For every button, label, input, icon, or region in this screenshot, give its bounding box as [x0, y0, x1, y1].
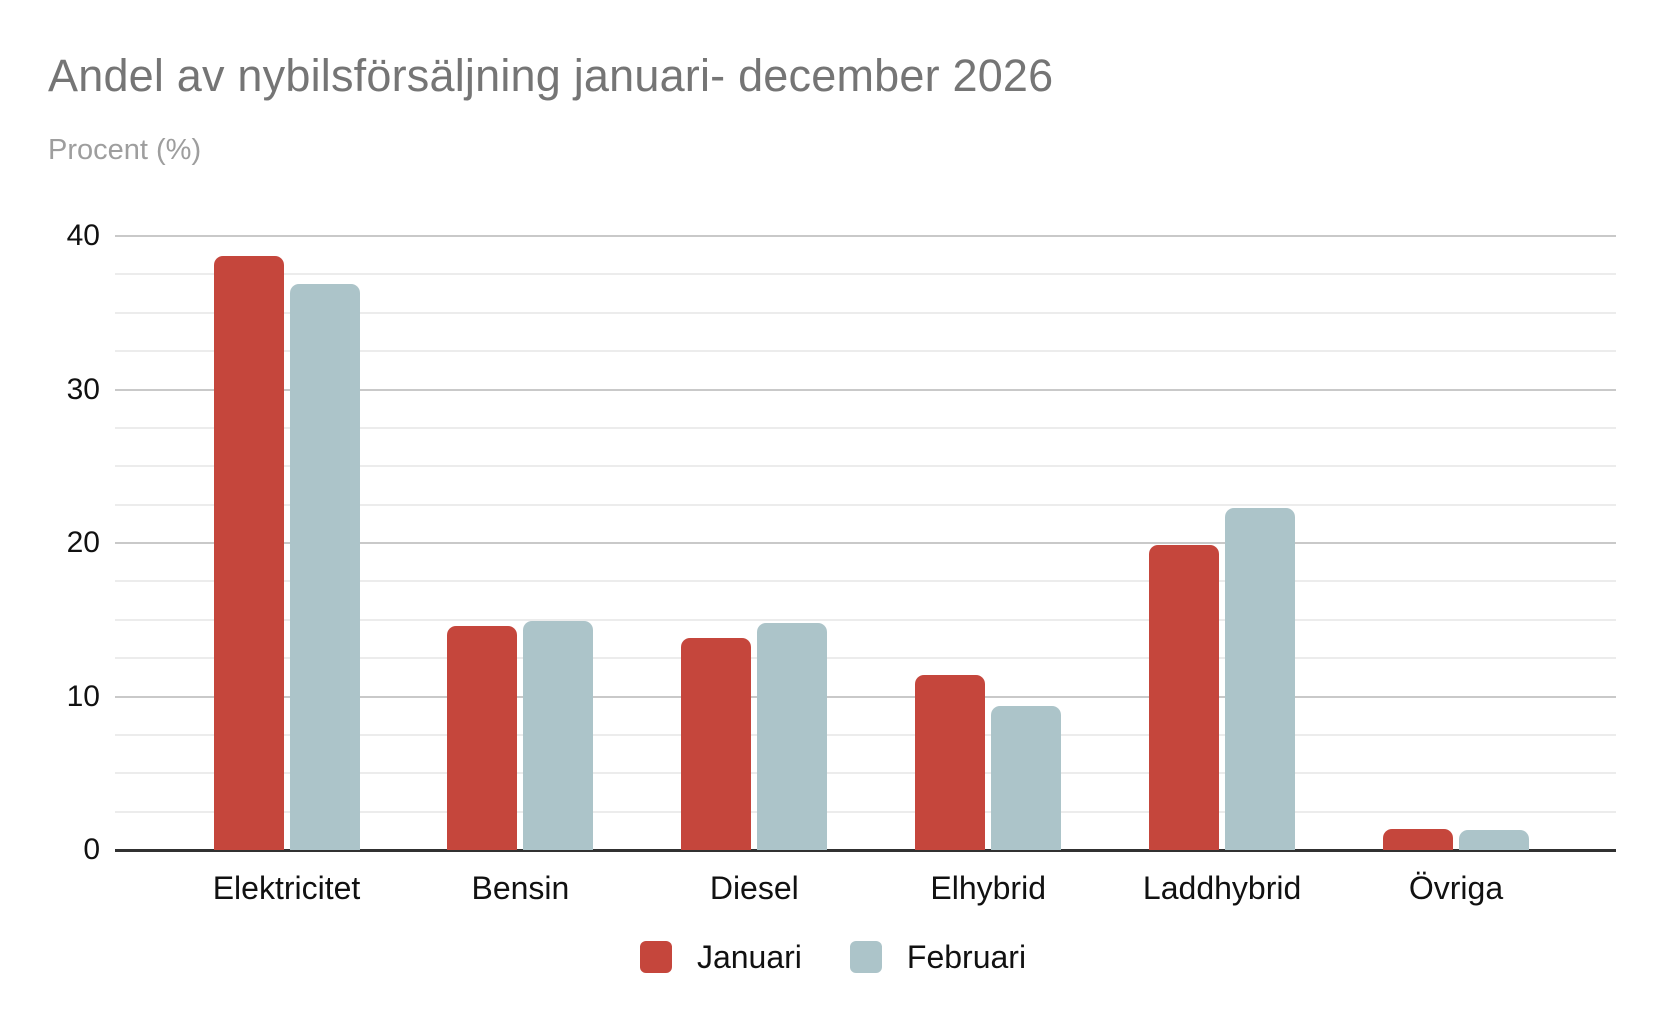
x-axis-line — [115, 849, 1616, 852]
gridline-minor — [115, 618, 1616, 621]
gridline-minor — [115, 503, 1616, 506]
y-axis-tick-label: 10 — [66, 679, 100, 713]
y-axis-tick-label: 20 — [66, 526, 100, 559]
gridline-minor — [115, 426, 1616, 429]
gridline-minor — [115, 350, 1616, 353]
bar-januari-diesel[interactable] — [681, 638, 752, 850]
plot-area: Elektricitet Bensin Diesel Elhybrid Laddhybr… — [67, 221, 1616, 906]
gridline-minor — [115, 311, 1616, 314]
bar-januari-elhybrid[interactable] — [915, 675, 986, 850]
gridline-major — [115, 695, 1616, 698]
chart-title: Andel av nybilsförsäljning januari- dece… — [48, 50, 1054, 101]
bar-februari-elhybrid[interactable] — [991, 705, 1062, 850]
bar-februari-diesel[interactable] — [757, 622, 828, 850]
legend-item-februari[interactable]: Februari — [849, 939, 1027, 975]
bar-februari-övriga[interactable] — [1459, 830, 1529, 850]
bar-januari-övriga[interactable] — [1383, 828, 1453, 850]
legend-swatch-februari — [849, 941, 882, 973]
gridline-minor — [115, 273, 1616, 276]
legend-swatch-januari — [639, 941, 672, 973]
legend: Januari Februari — [0, 941, 1666, 973]
y-axis-tick-label: 40 — [66, 219, 100, 252]
x-axis-label-övriga: Övriga — [1408, 870, 1504, 906]
legend-label: Februari — [906, 939, 1027, 975]
x-axis-label-laddhybrid: Laddhybrid — [1142, 870, 1302, 906]
bar-januari-bensin[interactable] — [447, 625, 518, 850]
x-axis-labels-row: Elektricitet Bensin Diesel Elhybrid Laddhybr… — [115, 850, 1616, 906]
x-axis-label-diesel: Diesel — [709, 870, 799, 906]
chart-subtitle: Procent (%) — [48, 134, 202, 166]
bar-februari-bensin[interactable] — [523, 621, 594, 850]
gridline-minor — [115, 772, 1616, 775]
bar-februari-laddhybrid[interactable] — [1225, 507, 1296, 850]
y-axis-tick-label: 30 — [66, 372, 100, 406]
gridline-minor — [115, 580, 1616, 583]
bar-februari-elektricitet[interactable] — [289, 283, 360, 850]
gridline-minor — [115, 810, 1616, 813]
gridline-minor — [115, 465, 1616, 468]
gridline-major — [115, 388, 1616, 391]
gridline-major — [115, 542, 1616, 544]
bar-januari-laddhybrid[interactable] — [1149, 544, 1220, 850]
legend-item-januari[interactable]: Januari — [639, 939, 802, 975]
bar-januari-elektricitet[interactable] — [213, 255, 284, 850]
legend-label: Januari — [696, 939, 802, 975]
x-axis-label-bensin: Bensin — [471, 870, 570, 906]
gridline-minor — [115, 733, 1616, 736]
gridline-major — [115, 235, 1616, 237]
y-axis-tick-label: 0 — [83, 833, 100, 866]
x-axis-label-elhybrid: Elhybrid — [930, 870, 1046, 906]
gridline-minor — [115, 657, 1616, 660]
x-axis-label-elektricitet: Elektricitet — [212, 870, 361, 906]
